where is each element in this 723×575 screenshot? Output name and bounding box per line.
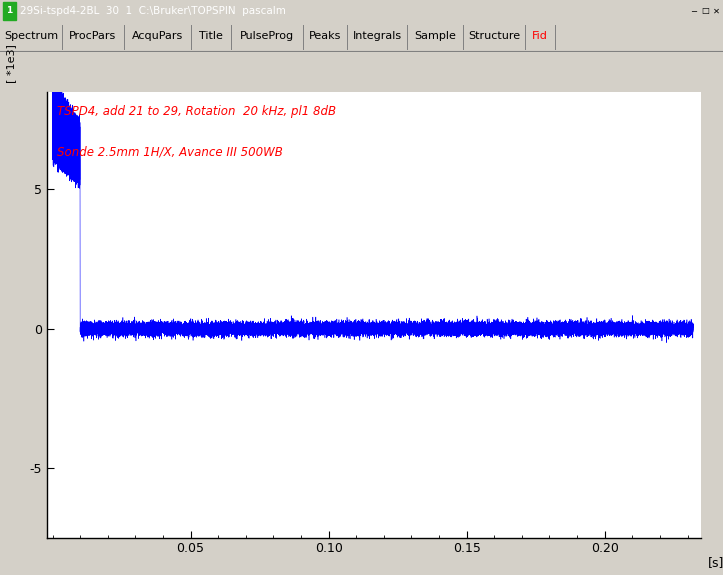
Text: 29Si-tspd4-2BL  30  1  C:\Bruker\TOPSPIN  pascalm: 29Si-tspd4-2BL 30 1 C:\Bruker\TOPSPIN pa… [20,6,286,16]
Text: ✕: ✕ [714,6,720,16]
Text: 1: 1 [7,6,12,16]
Text: [s]: [s] [708,555,723,569]
Text: Structure: Structure [468,31,520,41]
Text: ProcPars: ProcPars [69,31,116,41]
Text: □: □ [701,6,709,16]
Text: Fid: Fid [532,31,548,41]
Text: Title: Title [199,31,223,41]
Text: ─: ─ [691,6,696,16]
Text: PulseProg: PulseProg [240,31,294,41]
Bar [711,1,722,21]
Bar [3,2,16,20]
Text: [ *1e3]: [ *1e3] [6,44,16,83]
Text: Sonde 2.5mm 1H/X, Avance III 500WB: Sonde 2.5mm 1H/X, Avance III 500WB [57,145,283,159]
Text: Spectrum: Spectrum [4,31,58,41]
Bar [688,1,699,21]
Text: TSPD4, add 21 to 29, Rotation  20 kHz, pl1 8dB: TSPD4, add 21 to 29, Rotation 20 kHz, pl… [57,105,335,118]
Bar [700,1,711,21]
Text: Peaks: Peaks [309,31,341,41]
Text: Sample: Sample [414,31,456,41]
Text: AcquPars: AcquPars [132,31,183,41]
Text: Integrals: Integrals [352,31,401,41]
